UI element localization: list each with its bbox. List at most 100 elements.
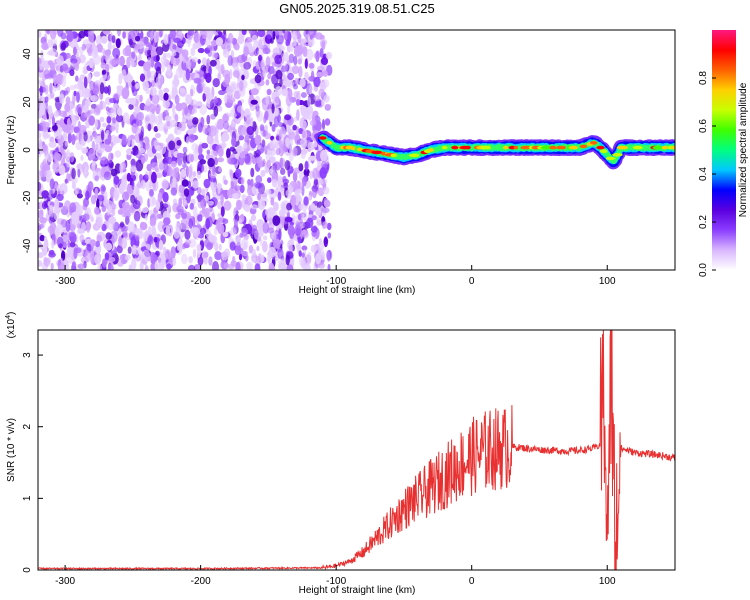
noise-blob [163, 87, 170, 94]
noise-blob [220, 193, 224, 206]
noise-blob [193, 264, 201, 270]
noise-blob [243, 61, 251, 70]
noise-blob [282, 30, 286, 34]
noise-blob [300, 137, 308, 149]
y-tick-label: 2 [22, 423, 33, 429]
noise-blob [269, 140, 274, 150]
x-tick-label: -200 [191, 576, 211, 587]
noise-blob [131, 226, 137, 235]
noise-blob [41, 70, 47, 82]
noise-blob [110, 126, 116, 132]
noise-blob [39, 200, 43, 211]
x-tick-label: 100 [599, 576, 616, 587]
noise-blob [175, 67, 184, 79]
noise-blob [155, 132, 161, 139]
noise-blob [78, 189, 82, 196]
noise-blob [130, 166, 137, 173]
noise-blob [265, 152, 273, 162]
signal-peak [661, 145, 668, 150]
snr-x-ticks: -300 -200 -100 0 100 [55, 565, 616, 587]
noise-blob [38, 260, 43, 267]
noise-blob [146, 163, 152, 172]
noise-blob [291, 65, 300, 75]
noise-blob [206, 44, 213, 51]
noise-blob [71, 167, 76, 180]
noise-blob [252, 188, 259, 196]
noise-blob [181, 253, 188, 265]
noise-blob [94, 118, 98, 129]
noise-blob [100, 55, 104, 64]
noise-blob [44, 73, 52, 79]
noise-blob [113, 175, 120, 185]
noise-blob [171, 90, 177, 98]
noise-blob [218, 243, 222, 251]
noise-blob [134, 43, 140, 51]
signal-peak [390, 153, 397, 158]
noise-blob [187, 166, 193, 179]
noise-blob [236, 145, 243, 154]
noise-blob [166, 263, 172, 270]
signal-peak [579, 144, 588, 149]
noise-blob [57, 184, 62, 192]
noise-blob [144, 142, 150, 151]
noise-blob [193, 77, 202, 84]
noise-blob [105, 242, 113, 251]
noise-blob [287, 72, 294, 81]
noise-blob [250, 178, 254, 188]
noise-blob [303, 263, 311, 270]
noise-blob [103, 86, 110, 94]
noise-blob [149, 217, 157, 227]
spectrogram-heatmap [38, 30, 675, 270]
noise-blob [171, 177, 177, 188]
colorbar: 0.0 0.2 0.4 0.6 0.8 Normalized spectral ampl… [698, 30, 749, 277]
noise-blob [321, 119, 326, 131]
noise-blob [320, 149, 328, 162]
noise-blob [149, 87, 157, 96]
noise-blob [53, 110, 60, 118]
noise-blob [223, 262, 229, 269]
noise-blob [122, 191, 130, 201]
noise-blob [231, 137, 236, 147]
noise-blob [153, 236, 158, 243]
noise-blob [180, 218, 188, 230]
noise-blob [121, 87, 130, 100]
y-tick-label: 1 [22, 495, 33, 501]
noise-blob [172, 49, 177, 57]
noise-blob [228, 157, 235, 165]
noise-blob [214, 241, 219, 251]
noise-blob [267, 72, 272, 80]
noise-blob [315, 32, 323, 40]
noise-blob [147, 226, 152, 236]
noise-blob [73, 247, 78, 259]
noise-blob [297, 58, 302, 65]
spectrogram-x-ticks: -300 -200 -100 0 100 [55, 265, 616, 287]
noise-blob [189, 99, 198, 106]
noise-blob [210, 181, 215, 191]
noise-blob [211, 235, 218, 243]
noise-blob [217, 72, 221, 81]
noise-blob [83, 76, 88, 89]
colorbar-tick-label: 0.2 [698, 215, 709, 229]
noise-blob [295, 98, 301, 106]
noise-blob [262, 235, 268, 241]
snr-frame [37, 329, 676, 571]
noise-blob [223, 30, 227, 36]
noise-blob [259, 124, 265, 132]
noise-blob [166, 64, 172, 77]
noise-blob [267, 66, 275, 75]
noise-blob [311, 215, 317, 221]
noise-blob [43, 257, 51, 267]
noise-blob [288, 80, 295, 88]
noise-blob [170, 55, 174, 64]
noise-blob [327, 263, 331, 270]
noise-blob [288, 244, 294, 254]
noise-blob [93, 71, 101, 77]
signal-peak [356, 147, 363, 152]
noise-blob [315, 207, 322, 216]
noise-blob [163, 217, 171, 226]
noise-blob [101, 35, 108, 44]
noise-blob [70, 113, 76, 123]
noise-blob [237, 135, 245, 141]
noise-blob [78, 30, 86, 39]
noise-blob [231, 192, 240, 200]
